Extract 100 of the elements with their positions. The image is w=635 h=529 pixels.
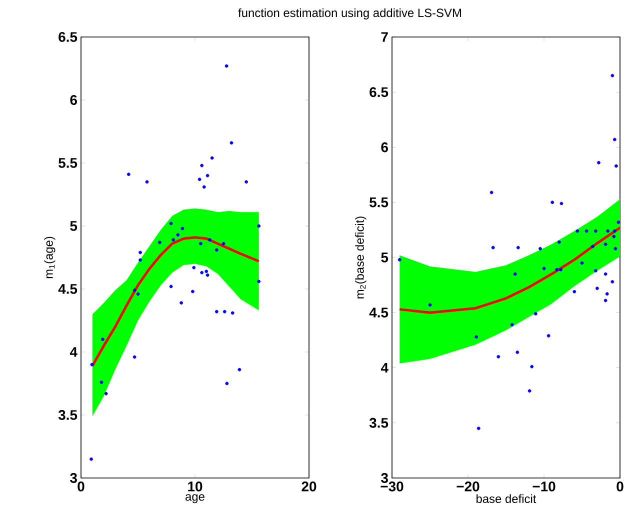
point	[590, 244, 594, 248]
point	[610, 74, 614, 78]
point	[191, 290, 194, 294]
y-tick-label: 3	[381, 473, 388, 483]
y-tick-label: 3	[70, 473, 77, 483]
y-tick-label: 6	[381, 142, 388, 152]
point	[230, 311, 234, 315]
point	[132, 355, 136, 359]
point	[490, 190, 494, 194]
point	[546, 334, 550, 338]
point	[257, 224, 261, 228]
y-tick-label: 4	[380, 362, 388, 373]
y-tick-label: 4.5	[58, 284, 78, 294]
point	[138, 250, 142, 254]
point	[604, 272, 608, 276]
point	[244, 180, 248, 184]
point	[510, 323, 514, 326]
point	[398, 258, 402, 262]
x-tick-label: −10	[532, 482, 556, 492]
point	[180, 226, 184, 230]
point	[614, 164, 618, 168]
y-tick-label: 6	[70, 95, 77, 105]
y-tick-label: 5.5	[58, 158, 78, 168]
y-axis-title: m$_{2}$(base deficit)	[355, 216, 366, 298]
point	[612, 138, 616, 142]
point	[214, 310, 218, 314]
y-tick-label: 4.5	[369, 308, 388, 318]
point	[172, 238, 176, 242]
x-tick-label: 0	[78, 482, 84, 492]
point	[534, 312, 538, 316]
point	[176, 233, 180, 237]
point	[132, 288, 136, 292]
point	[169, 222, 173, 226]
point	[138, 258, 142, 262]
point	[528, 389, 532, 393]
point	[145, 180, 149, 184]
point	[222, 242, 226, 246]
point	[516, 246, 520, 250]
point	[257, 280, 261, 284]
point	[104, 392, 108, 396]
point	[604, 242, 608, 246]
point	[516, 350, 520, 354]
point	[597, 160, 600, 164]
point	[476, 426, 480, 430]
point	[204, 270, 208, 274]
point	[596, 286, 599, 290]
point	[238, 368, 242, 372]
point	[614, 246, 618, 250]
point	[576, 229, 580, 233]
point	[606, 229, 610, 233]
y-tick-label: 5	[70, 221, 78, 231]
point	[90, 362, 94, 366]
point	[605, 292, 609, 296]
y-tick-label: 3.5	[369, 418, 388, 428]
point	[200, 164, 204, 168]
line-series	[91, 236, 260, 368]
y-tick-label: 5.5	[370, 198, 388, 208]
y-tick-label: 4	[70, 347, 78, 357]
point	[225, 382, 229, 386]
point	[206, 273, 210, 277]
x-tick-label: 10	[188, 482, 202, 492]
point	[616, 220, 620, 224]
x-tick-label: −30	[380, 482, 404, 492]
point	[491, 246, 495, 250]
y-tick-label: 3.5	[58, 410, 78, 420]
point	[513, 272, 517, 276]
point	[594, 229, 598, 233]
point	[100, 380, 104, 384]
point	[428, 303, 432, 307]
point	[550, 200, 554, 204]
point	[474, 335, 478, 339]
point	[224, 64, 228, 68]
point	[559, 268, 562, 272]
x-axis-title: base deficit	[476, 494, 536, 504]
line-series	[398, 226, 622, 314]
point	[169, 284, 173, 288]
point	[610, 280, 614, 284]
point	[200, 270, 204, 274]
point	[198, 178, 202, 182]
x-tick-label: −20	[456, 482, 480, 492]
x-tick-label: 0	[616, 482, 624, 492]
y-axis-title: m$_{1}$(age)	[44, 236, 56, 278]
point	[180, 301, 184, 305]
point	[584, 229, 588, 233]
y-tick-label: 7	[381, 32, 388, 42]
point	[90, 457, 93, 461]
point	[202, 185, 206, 189]
point	[612, 229, 616, 233]
point	[100, 338, 104, 342]
point	[208, 238, 212, 242]
point	[538, 246, 542, 250]
point	[210, 156, 214, 160]
point	[230, 141, 234, 145]
point	[158, 240, 162, 244]
point	[604, 298, 608, 302]
x-tick-label: 20	[302, 482, 316, 492]
y-tick-label: 6.5	[370, 87, 388, 98]
point	[558, 240, 561, 244]
point	[199, 242, 202, 246]
y-tick-label: 5	[381, 252, 388, 262]
